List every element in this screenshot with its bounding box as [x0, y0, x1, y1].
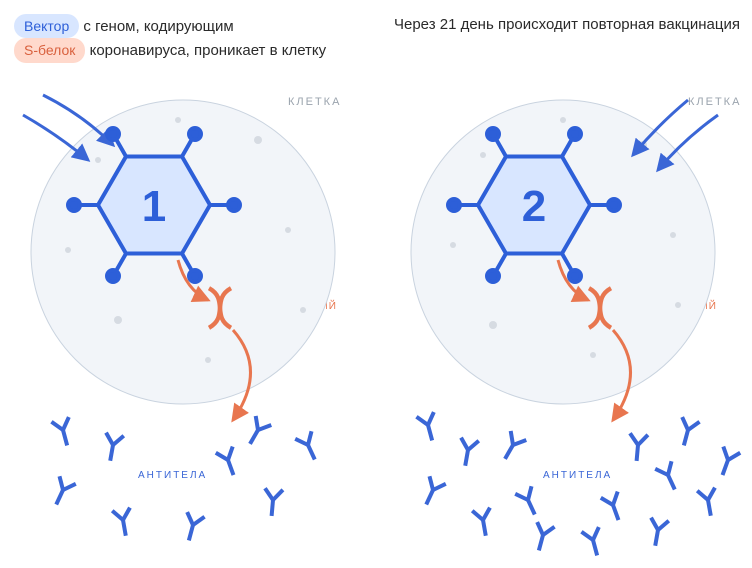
panel-svg: 2 [388, 0, 752, 568]
panel-svg: 1 [8, 0, 378, 568]
panel-dose-1: Вектор с геном, кодирующим S-белок корон… [8, 0, 378, 568]
vector-number: 2 [522, 182, 546, 231]
antibody-cluster [48, 416, 323, 543]
antibody-cluster [416, 412, 740, 558]
vector-number: 1 [142, 182, 166, 231]
panel-dose-2: Через 21 день происходит повторная вакци… [388, 0, 752, 568]
